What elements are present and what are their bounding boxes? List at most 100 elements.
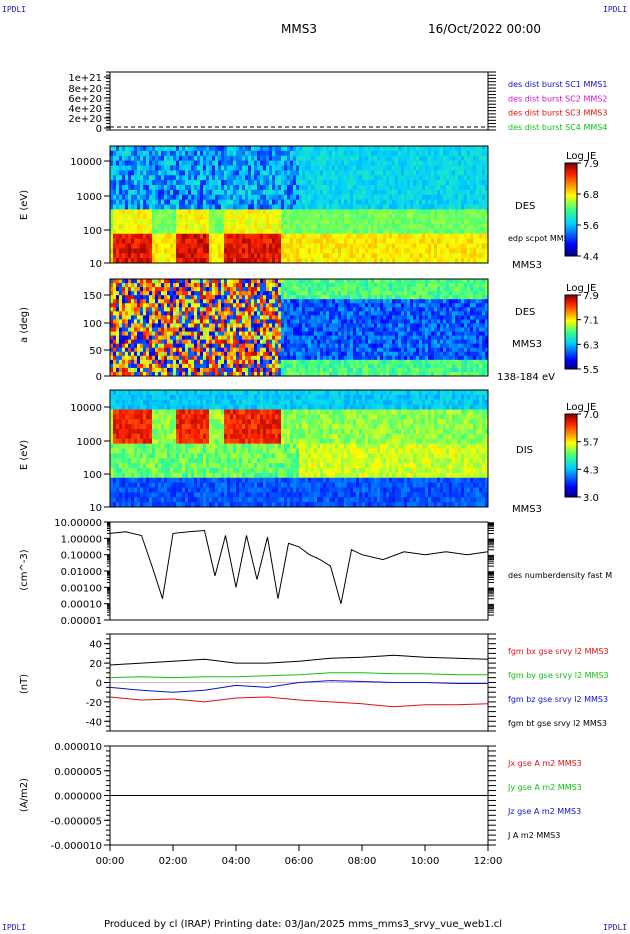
des-spectrogram-cell (458, 228, 462, 235)
des-pitch-cell (224, 339, 228, 345)
des-pitch-cell (200, 311, 204, 316)
des-spectrogram-cell (173, 155, 177, 162)
des-pitch-cell (260, 367, 264, 373)
des-pitch-cell (296, 307, 300, 312)
des-spectrogram-cell (275, 155, 279, 162)
des-spectrogram-cell (137, 189, 141, 196)
des-spectrogram-cell (332, 146, 336, 152)
des-spectrogram-cell (389, 189, 393, 196)
des-spectrogram-cell (152, 155, 156, 162)
des-spectrogram-cell (113, 209, 117, 215)
des-spectrogram-cell (311, 248, 315, 254)
des-pitch-cell (119, 279, 123, 284)
des-spectrogram-cell (149, 165, 153, 171)
des-pitch-cell (218, 283, 222, 288)
des-pitch-cell (173, 371, 177, 377)
des-pitch-cell (179, 339, 183, 345)
des-spectrogram-cell (338, 170, 342, 176)
des-spectrogram-cell (251, 150, 255, 157)
des-spectrogram-cell (446, 170, 450, 176)
des-pitch-cell (305, 331, 309, 336)
des-spectrogram-cell (185, 214, 189, 220)
des-spectrogram-cell (449, 253, 453, 259)
des-spectrogram-cell (254, 160, 258, 166)
des-spectrogram-cell (230, 160, 234, 166)
des-pitch-cell (320, 331, 324, 336)
des-spectrogram-cell (461, 199, 465, 205)
des-spectrogram-cell (332, 204, 336, 210)
des-pitch-cell (305, 347, 309, 353)
des-spectrogram-cell (314, 189, 318, 196)
des-pitch-cell (248, 355, 252, 361)
des-spectrogram-cell (137, 146, 141, 152)
des-spectrogram-cell (251, 199, 255, 205)
des-spectrogram-cell (401, 233, 405, 240)
des-spectrogram-cell (485, 146, 489, 152)
des-pitch-cell (122, 315, 126, 320)
des-spectrogram-cell (452, 180, 456, 186)
des-pitch-cell (293, 371, 297, 377)
des-spectrogram-cell (173, 253, 177, 259)
des-pitch-cell (284, 331, 288, 336)
des-pitch-cell (323, 355, 327, 361)
des-pitch-cell (257, 307, 261, 312)
des-spectrogram-cell (257, 189, 261, 196)
des-spectrogram-cell (293, 209, 297, 215)
des-spectrogram-cell (332, 214, 336, 220)
des-pitch-cell (296, 299, 300, 304)
des-pitch-cell (248, 279, 252, 284)
des-pitch-cell (215, 359, 219, 365)
des-spectrogram-cell (143, 238, 147, 244)
des-pitch-cell (245, 279, 249, 284)
des-spectrogram-cell (344, 243, 348, 249)
des-spectrogram-cell (155, 258, 159, 264)
des-spectrogram-cell (350, 160, 354, 166)
des-spectrogram-cell (314, 155, 318, 162)
des-spectrogram-cell (362, 155, 366, 162)
des-spectrogram-cell (284, 170, 288, 176)
des-spectrogram-cell (401, 209, 405, 215)
des-spectrogram-cell (302, 155, 306, 162)
des-spectrogram-cell (236, 170, 240, 176)
des-spectrogram-cell (272, 224, 276, 230)
des-pitch-cell (290, 287, 294, 292)
des-spectrogram-cell (245, 238, 249, 244)
des-spectrogram-cell (158, 253, 162, 259)
des-spectrogram-cell (473, 253, 477, 259)
des-spectrogram-cell (164, 180, 168, 186)
des-spectrogram-cell (458, 185, 462, 191)
des-spectrogram-cell (167, 146, 171, 152)
des-pitch-cell (323, 327, 327, 332)
des-pitch-cell (164, 295, 168, 300)
des-pitch-cell (215, 311, 219, 316)
des-pitch-cell (197, 367, 201, 373)
des-spectrogram-cell (386, 165, 390, 171)
des-pitch-cell (203, 339, 207, 345)
des-pitch-cell (230, 323, 234, 328)
des-spectrogram-cell (362, 209, 366, 215)
des-spectrogram-cell (416, 155, 420, 162)
des-spectrogram-cell (215, 150, 219, 157)
des-spectrogram-cell (422, 209, 426, 215)
des-spectrogram-cell (119, 194, 123, 201)
des-spectrogram-cell (320, 233, 324, 240)
des-pitch-cell (134, 287, 138, 292)
des-spectrogram-cell (437, 189, 441, 196)
des-spectrogram-cell (332, 170, 336, 176)
des-spectrogram-cell (248, 248, 252, 254)
des-pitch-cell (191, 319, 195, 324)
des-pitch-cell (221, 363, 225, 369)
des-spectrogram-cell (413, 194, 417, 201)
des-spectrogram-cell (128, 194, 132, 201)
des-pitch-cell (332, 283, 336, 288)
des-pitch-cell (263, 339, 267, 345)
des-spectrogram-cell (407, 160, 411, 166)
des-spectrogram-cell (455, 228, 459, 235)
des-pitch-cell (308, 335, 312, 341)
des-spectrogram-cell (476, 146, 480, 152)
des-pitch-cell (119, 351, 123, 357)
des-spectrogram-cell (215, 199, 219, 205)
des-pitch-cell (212, 351, 216, 357)
des-pitch-cell (182, 287, 186, 292)
des-spectrogram-cell (347, 146, 351, 152)
